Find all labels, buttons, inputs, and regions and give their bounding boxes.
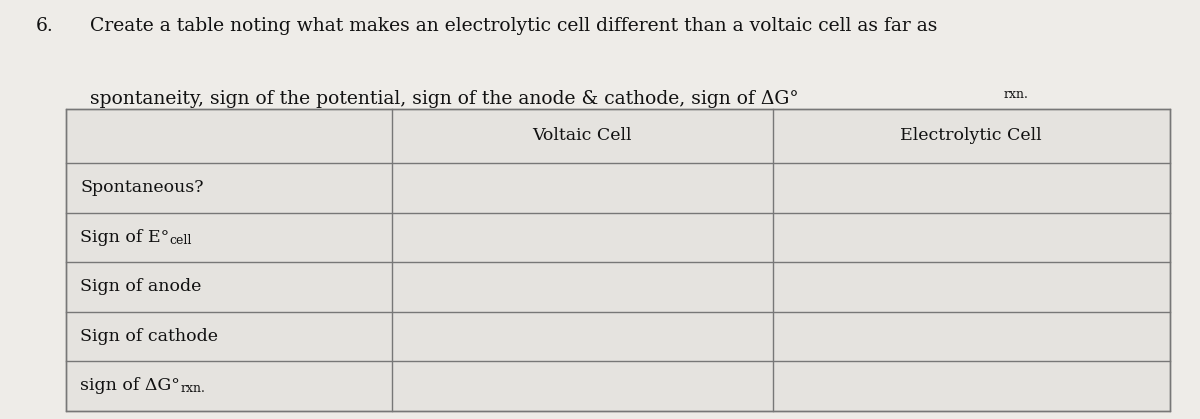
Text: Create a table noting what makes an electrolytic cell different than a voltaic c: Create a table noting what makes an elec… — [90, 17, 937, 35]
Text: Voltaic Cell: Voltaic Cell — [533, 127, 632, 145]
Text: Sign of E°: Sign of E° — [80, 229, 169, 246]
Text: sign of ΔG°: sign of ΔG° — [80, 378, 180, 394]
Text: rxn.: rxn. — [1003, 88, 1028, 101]
Text: sign of ΔG°: sign of ΔG° — [80, 378, 180, 394]
Text: Electrolytic Cell: Electrolytic Cell — [900, 127, 1042, 145]
Bar — [66, 109, 1170, 411]
Text: Sign of cathode: Sign of cathode — [80, 328, 218, 345]
Text: 6.: 6. — [36, 17, 54, 35]
Text: Sign of anode: Sign of anode — [80, 278, 202, 295]
Text: cell: cell — [169, 234, 192, 247]
Text: Spontaneous?: Spontaneous? — [80, 179, 204, 196]
Text: rxn.: rxn. — [180, 383, 205, 396]
Text: spontaneity, sign of the potential, sign of the anode & cathode, sign of ΔG°: spontaneity, sign of the potential, sign… — [90, 90, 799, 108]
Text: Sign of E°: Sign of E° — [80, 229, 169, 246]
